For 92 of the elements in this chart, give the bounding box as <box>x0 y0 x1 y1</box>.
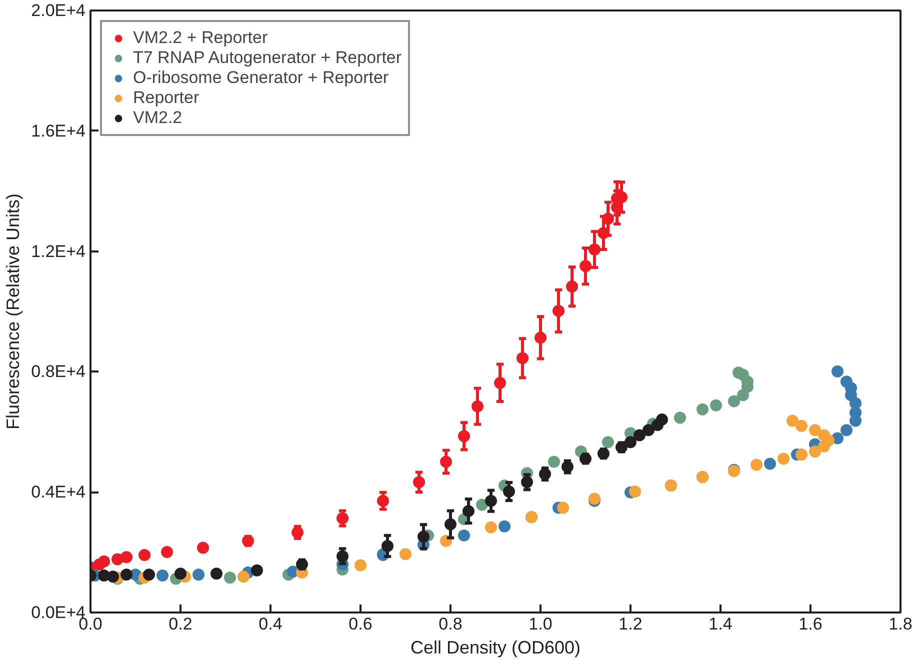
point <box>498 520 510 532</box>
x-tick-label: 1.2 <box>618 614 642 634</box>
point <box>440 456 452 468</box>
x-axis-title: Cell Density (OD600) <box>410 638 581 658</box>
point <box>566 280 578 293</box>
point <box>602 436 614 448</box>
point <box>728 395 740 408</box>
point <box>210 568 222 580</box>
point <box>336 550 348 562</box>
y-tick-label: 2.0E+4 <box>31 1 86 20</box>
point <box>503 486 515 498</box>
point <box>809 424 821 436</box>
point <box>588 244 600 256</box>
point <box>413 476 425 488</box>
x-tick-label: 0.8 <box>438 614 462 634</box>
point <box>750 458 762 471</box>
legend-label: Reporter <box>133 88 200 108</box>
point <box>786 414 798 427</box>
point <box>602 212 614 225</box>
x-tick-label: 1.0 <box>528 614 552 634</box>
point <box>292 526 304 538</box>
point <box>598 226 610 239</box>
x-tick-label: 1.8 <box>888 614 912 634</box>
y-tick-label: 0.8E+4 <box>31 362 86 382</box>
point <box>377 494 389 507</box>
point <box>832 365 844 378</box>
point <box>580 260 592 272</box>
point <box>156 569 168 582</box>
point <box>485 494 497 507</box>
point <box>516 352 528 364</box>
point <box>476 498 488 511</box>
point <box>485 521 497 534</box>
point <box>710 399 722 412</box>
y-tick-label: 1.2E+4 <box>31 242 86 261</box>
x-tick-label: 1.4 <box>708 614 732 634</box>
point <box>472 400 484 412</box>
point <box>458 430 470 442</box>
y-tick-label: 0.4E+4 <box>31 482 86 502</box>
point <box>521 476 533 488</box>
point <box>494 376 506 389</box>
point <box>418 530 430 543</box>
point <box>809 445 821 458</box>
point <box>120 568 132 581</box>
y-tick-label: 1.6E+4 <box>31 121 86 140</box>
point <box>557 502 569 514</box>
point <box>674 412 686 424</box>
point <box>444 518 456 530</box>
legend-label: VM2.2 <box>133 108 182 128</box>
point <box>354 559 366 572</box>
point <box>143 568 155 581</box>
point <box>796 448 808 460</box>
point <box>174 568 186 580</box>
x-tick-label: 1.6 <box>798 614 822 634</box>
point <box>548 456 560 468</box>
point <box>400 548 412 560</box>
point <box>336 512 348 524</box>
point <box>224 572 236 584</box>
y-axis-title: Fluorescence (Relative Units) <box>3 193 24 430</box>
point <box>629 486 641 498</box>
point <box>818 429 830 442</box>
legend-label: T7 RNAP Autogenerator + Reporter <box>133 48 402 68</box>
point <box>732 366 744 379</box>
legend-label: O-ribosome Generator + Reporter <box>133 68 389 88</box>
point <box>192 568 204 581</box>
point <box>696 403 708 416</box>
point <box>796 420 808 432</box>
point <box>624 436 636 448</box>
point <box>534 332 546 344</box>
point <box>138 549 150 561</box>
point <box>98 555 110 568</box>
point <box>642 424 654 436</box>
point <box>382 540 394 552</box>
point <box>840 424 852 436</box>
legend-label: VM2.2 + Reporter <box>133 28 268 48</box>
point <box>634 429 646 442</box>
point <box>161 546 173 558</box>
point <box>656 414 668 426</box>
point <box>107 570 119 583</box>
x-tick-label: 0.2 <box>168 614 192 634</box>
x-tick-label: 0.4 <box>258 614 282 634</box>
point <box>840 376 852 388</box>
point <box>778 452 790 465</box>
point <box>764 458 776 470</box>
point <box>458 529 470 542</box>
point <box>238 570 250 583</box>
point <box>251 564 263 576</box>
point <box>462 505 474 518</box>
point <box>197 542 209 554</box>
point <box>737 389 749 402</box>
point <box>552 304 564 317</box>
point <box>120 551 132 564</box>
x-tick-label: 0.6 <box>348 614 372 634</box>
